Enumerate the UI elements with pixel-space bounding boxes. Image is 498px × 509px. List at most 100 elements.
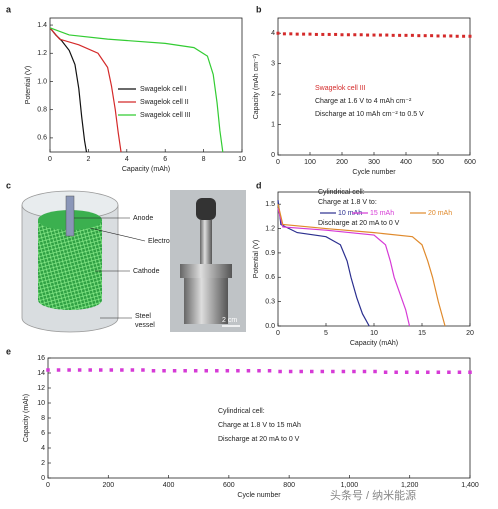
y-tick-label: 0.6 (37, 135, 47, 142)
data-line (49, 27, 224, 153)
y-tick-label: 2 (271, 91, 275, 98)
data-point (314, 32, 318, 36)
data-point (257, 369, 261, 373)
y-tick-label: 0 (41, 475, 45, 482)
plot-frame (47, 357, 471, 479)
data-point (299, 369, 303, 374)
label-vessel: vessel (135, 322, 155, 329)
plot-frame (277, 17, 471, 156)
y-tick-label: 0.3 (265, 298, 275, 305)
data-line (49, 27, 122, 153)
legend-label: Swagelok cell III (315, 85, 366, 92)
x-axis-label: Capacity (mAh) (122, 166, 170, 173)
data-point (417, 34, 421, 38)
annotation: Charge at 1.8 V to 15 mAh (218, 422, 301, 429)
label-cathode: Cathode (133, 268, 160, 275)
x-tick-label: 1,000 (341, 482, 359, 489)
panel-letter: e (6, 346, 11, 356)
x-tick-label: 1,400 (461, 482, 479, 489)
data-point (378, 33, 382, 37)
y-tick-label: 0.9 (265, 250, 275, 257)
data-point (385, 33, 389, 37)
legend-label: Swagelok cell I (140, 86, 187, 93)
y-tick-label: 1.0 (37, 78, 47, 85)
data-point (394, 370, 398, 374)
y-axis-label: Potential (V) (25, 66, 32, 105)
data-point (183, 369, 187, 373)
y-tick-label: 6 (41, 430, 45, 437)
x-tick-label: 8 (202, 156, 206, 163)
data-point (276, 31, 280, 35)
y-tick-label: 8 (41, 415, 45, 422)
label-electrolyte: Electrolyte (148, 238, 181, 245)
x-tick-label: 800 (283, 482, 295, 489)
y-axis-label: Potential (V) (253, 240, 260, 279)
leaders (74, 217, 146, 319)
photo-flange (180, 264, 232, 278)
data-point (295, 32, 299, 36)
data-point (204, 369, 208, 373)
data-point (404, 370, 409, 374)
data-point (288, 369, 293, 374)
legend-label: 20 mAh (428, 210, 452, 217)
annotation: Charge at 1.8 V to: (318, 199, 377, 206)
data-point (366, 33, 370, 37)
x-tick-label: 5 (324, 330, 328, 337)
x-tick-label: 600 (223, 482, 235, 489)
y-tick-label: 0.6 (265, 274, 275, 281)
y-tick-label: 16 (37, 355, 45, 362)
x-axis-label: Capacity (mAh) (350, 340, 398, 347)
x-tick-label: 15 (418, 330, 426, 337)
data-point (372, 33, 376, 37)
data-line (49, 27, 88, 153)
data-point (320, 369, 325, 374)
data-point (362, 369, 367, 374)
watermark: 头条号 / 纳米能源 (330, 488, 416, 502)
x-tick-label: 400 (163, 482, 175, 489)
data-point (331, 369, 335, 374)
data-point (373, 369, 377, 374)
data-point (430, 34, 434, 38)
data-point (67, 368, 71, 372)
data-point (246, 369, 251, 373)
data-point (151, 369, 156, 373)
y-axis-label: Capacity (mAh cm⁻²) (253, 54, 260, 120)
annotation: Cylindrical cell: (318, 189, 365, 196)
data-point (236, 369, 240, 373)
data-point (267, 369, 272, 373)
data-point (391, 33, 395, 37)
cathode-mesh (38, 220, 102, 310)
data-point (99, 368, 103, 372)
annotation: Discharge at 20 mA to 0 V (318, 220, 400, 227)
x-tick-label: 6 (163, 156, 167, 163)
data-line (277, 204, 446, 327)
y-tick-label: 10 (37, 400, 45, 407)
legend-label: 10 mAh (338, 210, 362, 217)
data-line (277, 200, 370, 327)
data-point (457, 370, 462, 374)
annotation: Cylindrical cell: (218, 408, 265, 415)
panel-letter: c (6, 180, 11, 190)
data-point (302, 32, 306, 36)
data-point (341, 369, 346, 374)
y-tick-label: 0.8 (37, 107, 47, 114)
data-point (282, 32, 286, 36)
data-line (277, 208, 411, 327)
y-tick-label: 3 (271, 61, 275, 68)
data-point (308, 32, 312, 36)
anode (65, 195, 75, 237)
x-tick-label: 200 (102, 482, 114, 489)
x-axis-label: Cycle number (352, 169, 396, 176)
data-point (109, 368, 114, 372)
annotation: Discharge at 10 mAh cm⁻² to 0.5 V (315, 111, 424, 118)
data-point (455, 34, 459, 38)
y-tick-label: 1 (271, 121, 275, 128)
y-tick-label: 1.2 (37, 50, 47, 57)
panel-letter: a (6, 4, 12, 14)
x-tick-label: 4 (125, 156, 129, 163)
data-point (468, 34, 472, 38)
data-point (193, 369, 198, 373)
data-point (340, 33, 344, 37)
y-tick-label: 14 (37, 370, 45, 377)
x-axis-label: Cycle number (237, 492, 281, 499)
